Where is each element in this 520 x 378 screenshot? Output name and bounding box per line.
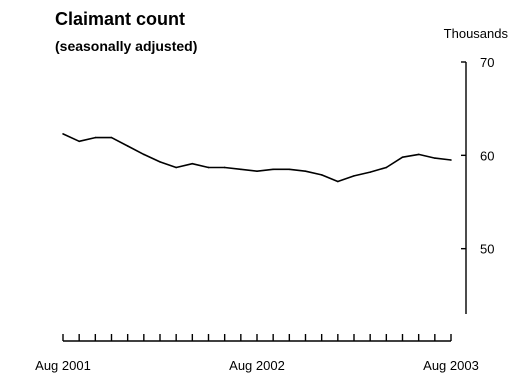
x-tick-label: Aug 2001 (35, 358, 91, 373)
y-tick-label: 70 (480, 55, 494, 70)
x-tick-label: Aug 2003 (423, 358, 479, 373)
data-point (369, 171, 371, 173)
data-point (62, 133, 64, 135)
data-point (337, 180, 339, 183)
data-point (207, 166, 210, 169)
data-point (304, 170, 307, 172)
chart-title: Claimant count (55, 9, 186, 29)
y-tick-label: 60 (480, 148, 494, 163)
data-point (126, 145, 129, 147)
data-point (240, 168, 242, 171)
data-point (256, 170, 258, 172)
x-axis: Aug 2001 Aug 2002 Aug 2003 (35, 334, 479, 373)
data-point (288, 168, 291, 171)
data-point (450, 159, 452, 161)
series-layer (62, 133, 452, 183)
data-point (353, 175, 355, 177)
data-point (320, 174, 323, 176)
y-tick-label: 50 (480, 242, 494, 257)
data-point (272, 168, 274, 171)
data-point (417, 153, 420, 156)
data-point (110, 136, 113, 139)
chart-subtitle: (seasonally adjusted) (55, 38, 198, 54)
data-point (191, 162, 194, 165)
data-point (401, 156, 404, 158)
data-point (385, 166, 388, 169)
data-point (78, 140, 80, 143)
data-point (159, 161, 161, 163)
y-axis: 50 60 70 (461, 55, 494, 314)
data-point (223, 166, 226, 169)
series-line (62, 133, 452, 183)
data-point (434, 157, 436, 159)
y-axis-unit-label: Thousands (443, 26, 508, 41)
data-point (175, 166, 177, 169)
data-point (143, 153, 145, 156)
data-point (94, 136, 97, 139)
x-tick-label: Aug 2002 (229, 358, 285, 373)
